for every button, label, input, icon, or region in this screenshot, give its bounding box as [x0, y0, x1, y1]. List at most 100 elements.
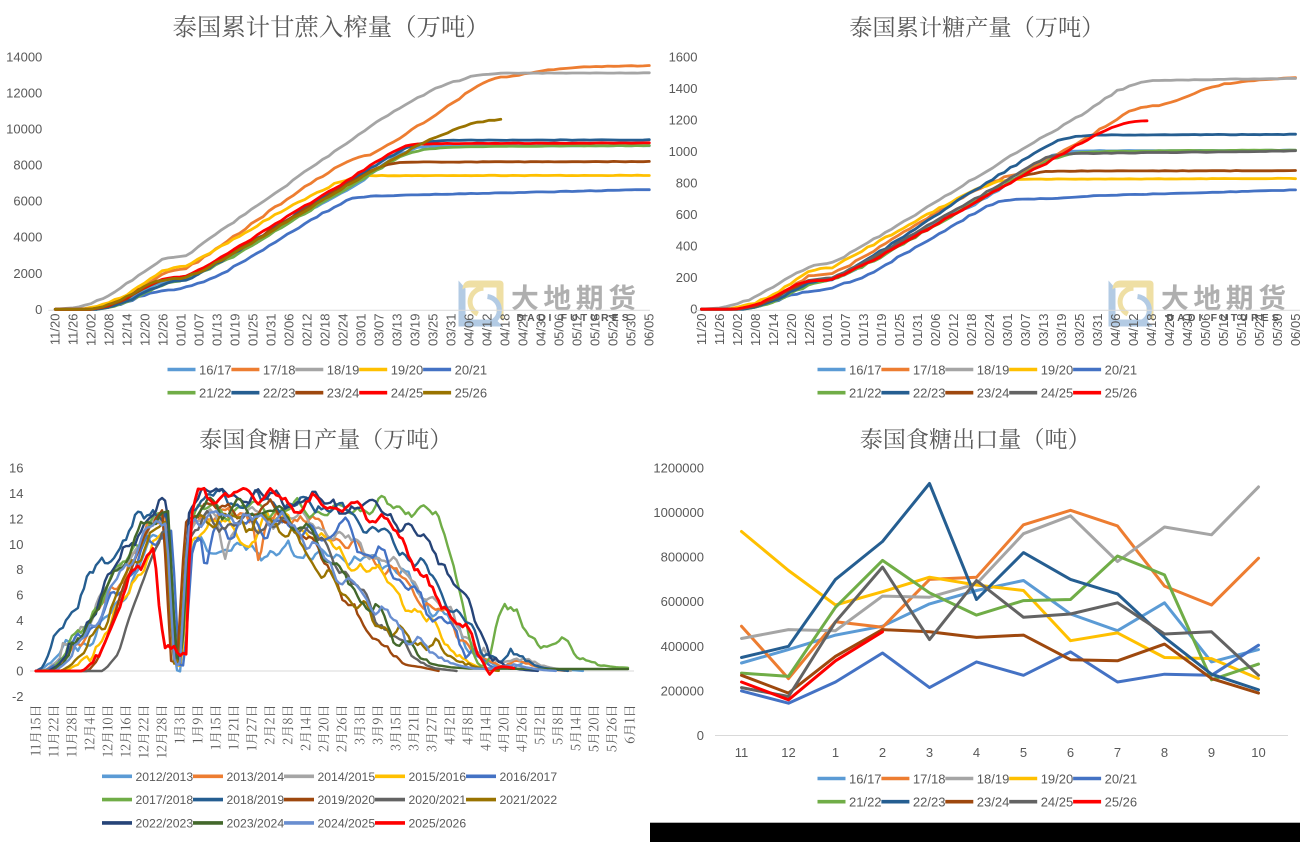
svg-text:2014/2015: 2014/2015 — [318, 770, 376, 784]
svg-text:2020/2021: 2020/2021 — [409, 793, 467, 807]
svg-text:04/30: 04/30 — [1180, 314, 1195, 347]
svg-text:21/22: 21/22 — [849, 795, 882, 810]
svg-text:1200000: 1200000 — [653, 460, 704, 475]
svg-text:02/06: 02/06 — [282, 314, 297, 347]
svg-text:05/24: 05/24 — [1252, 314, 1267, 347]
svg-text:03/25: 03/25 — [426, 314, 441, 347]
svg-text:03/01: 03/01 — [1000, 314, 1015, 347]
svg-text:12/08: 12/08 — [102, 314, 117, 347]
svg-text:02/18: 02/18 — [964, 314, 979, 347]
svg-text:06/05: 06/05 — [642, 314, 657, 347]
svg-text:20/21: 20/21 — [1105, 771, 1138, 786]
svg-text:22/23: 22/23 — [263, 386, 296, 401]
svg-text:2013/2014: 2013/2014 — [227, 770, 285, 784]
svg-text:800000: 800000 — [661, 550, 704, 565]
svg-text:1: 1 — [832, 745, 839, 760]
svg-text:4: 4 — [973, 745, 980, 760]
svg-text:400: 400 — [676, 239, 698, 254]
svg-text:2000: 2000 — [13, 266, 42, 281]
svg-text:23/24: 23/24 — [977, 386, 1010, 401]
svg-text:24/25: 24/25 — [1041, 795, 1074, 810]
svg-text:03/31: 03/31 — [444, 314, 459, 347]
svg-text:03/13: 03/13 — [1036, 314, 1051, 347]
svg-text:1000: 1000 — [669, 144, 698, 159]
svg-text:01/13: 01/13 — [210, 314, 225, 347]
svg-text:05/18: 05/18 — [588, 314, 603, 347]
svg-text:22/23: 22/23 — [913, 795, 946, 810]
svg-text:8: 8 — [1161, 745, 1168, 760]
svg-text:01/01: 01/01 — [174, 314, 189, 347]
svg-text:DADI FUTURES: DADI FUTURES — [517, 312, 632, 324]
svg-text:12: 12 — [781, 745, 795, 760]
svg-text:2023/2024: 2023/2024 — [227, 817, 285, 831]
svg-text:02/12: 02/12 — [946, 314, 961, 347]
svg-text:2022/2023: 2022/2023 — [136, 817, 194, 831]
svg-text:8: 8 — [16, 562, 23, 577]
svg-text:04/30: 04/30 — [534, 314, 549, 347]
svg-text:12/02: 12/02 — [730, 314, 745, 347]
svg-text:03/25: 03/25 — [1072, 314, 1087, 347]
svg-text:04/24: 04/24 — [516, 314, 531, 347]
svg-text:12/26: 12/26 — [156, 314, 171, 347]
svg-text:23/24: 23/24 — [327, 386, 360, 401]
svg-text:19/20: 19/20 — [1041, 362, 1074, 377]
svg-text:02/24: 02/24 — [982, 314, 997, 347]
svg-text:02/24: 02/24 — [336, 314, 351, 347]
svg-text:2: 2 — [16, 638, 23, 653]
svg-text:6: 6 — [1067, 745, 1074, 760]
svg-text:24/25: 24/25 — [391, 386, 424, 401]
svg-text:600: 600 — [676, 207, 698, 222]
svg-text:01/07: 01/07 — [838, 314, 853, 347]
svg-text:05/18: 05/18 — [1234, 314, 1249, 347]
svg-text:20/21: 20/21 — [455, 362, 488, 377]
svg-text:01/19: 01/19 — [874, 314, 889, 347]
svg-text:03/07: 03/07 — [372, 314, 387, 347]
svg-text:01/19: 01/19 — [228, 314, 243, 347]
svg-text:03/01: 03/01 — [354, 314, 369, 347]
svg-text:04/06: 04/06 — [1108, 314, 1123, 347]
svg-text:2024/2025: 2024/2025 — [318, 817, 376, 831]
svg-text:2021/2022: 2021/2022 — [500, 793, 558, 807]
svg-text:06/05: 06/05 — [1288, 314, 1300, 347]
svg-text:04/24: 04/24 — [1162, 314, 1177, 347]
svg-text:10: 10 — [1251, 745, 1265, 760]
svg-text:21/22: 21/22 — [199, 386, 232, 401]
svg-text:400000: 400000 — [661, 639, 704, 654]
svg-text:18/19: 18/19 — [977, 771, 1010, 786]
svg-text:200: 200 — [676, 270, 698, 285]
svg-text:24/25: 24/25 — [1041, 386, 1074, 401]
svg-text:25/26: 25/26 — [455, 386, 488, 401]
svg-text:10000: 10000 — [6, 122, 42, 137]
svg-text:7: 7 — [1114, 745, 1121, 760]
svg-text:600000: 600000 — [661, 594, 704, 609]
svg-text:DADI FUTURES: DADI FUTURES — [1167, 312, 1282, 324]
svg-text:12: 12 — [9, 511, 23, 526]
svg-text:05/30: 05/30 — [624, 314, 639, 347]
svg-text:02/06: 02/06 — [928, 314, 943, 347]
svg-text:01/25: 01/25 — [892, 314, 907, 347]
svg-text:05/12: 05/12 — [1216, 314, 1231, 347]
svg-text:16/17: 16/17 — [849, 362, 882, 377]
svg-text:16/17: 16/17 — [849, 771, 882, 786]
svg-text:2: 2 — [879, 745, 886, 760]
svg-text:17/18: 17/18 — [913, 771, 946, 786]
svg-text:04/06: 04/06 — [462, 314, 477, 347]
svg-text:4000: 4000 — [13, 230, 42, 245]
svg-text:12000: 12000 — [6, 86, 42, 101]
svg-text:4: 4 — [16, 613, 23, 628]
svg-text:19/20: 19/20 — [1041, 771, 1074, 786]
svg-text:12/14: 12/14 — [766, 314, 781, 347]
svg-text:0: 0 — [690, 302, 697, 317]
svg-text:14000: 14000 — [6, 50, 42, 65]
svg-text:1000000: 1000000 — [653, 505, 704, 520]
svg-text:01/01: 01/01 — [820, 314, 835, 347]
svg-text:01/07: 01/07 — [192, 314, 207, 347]
svg-text:03/07: 03/07 — [1018, 314, 1033, 347]
svg-text:03/19: 03/19 — [408, 314, 423, 347]
svg-text:-2: -2 — [12, 689, 24, 704]
svg-text:200000: 200000 — [661, 683, 704, 698]
svg-text:25/26: 25/26 — [1105, 386, 1138, 401]
svg-text:16/17: 16/17 — [199, 362, 232, 377]
svg-text:11/26: 11/26 — [712, 314, 727, 346]
svg-text:11: 11 — [735, 745, 749, 760]
